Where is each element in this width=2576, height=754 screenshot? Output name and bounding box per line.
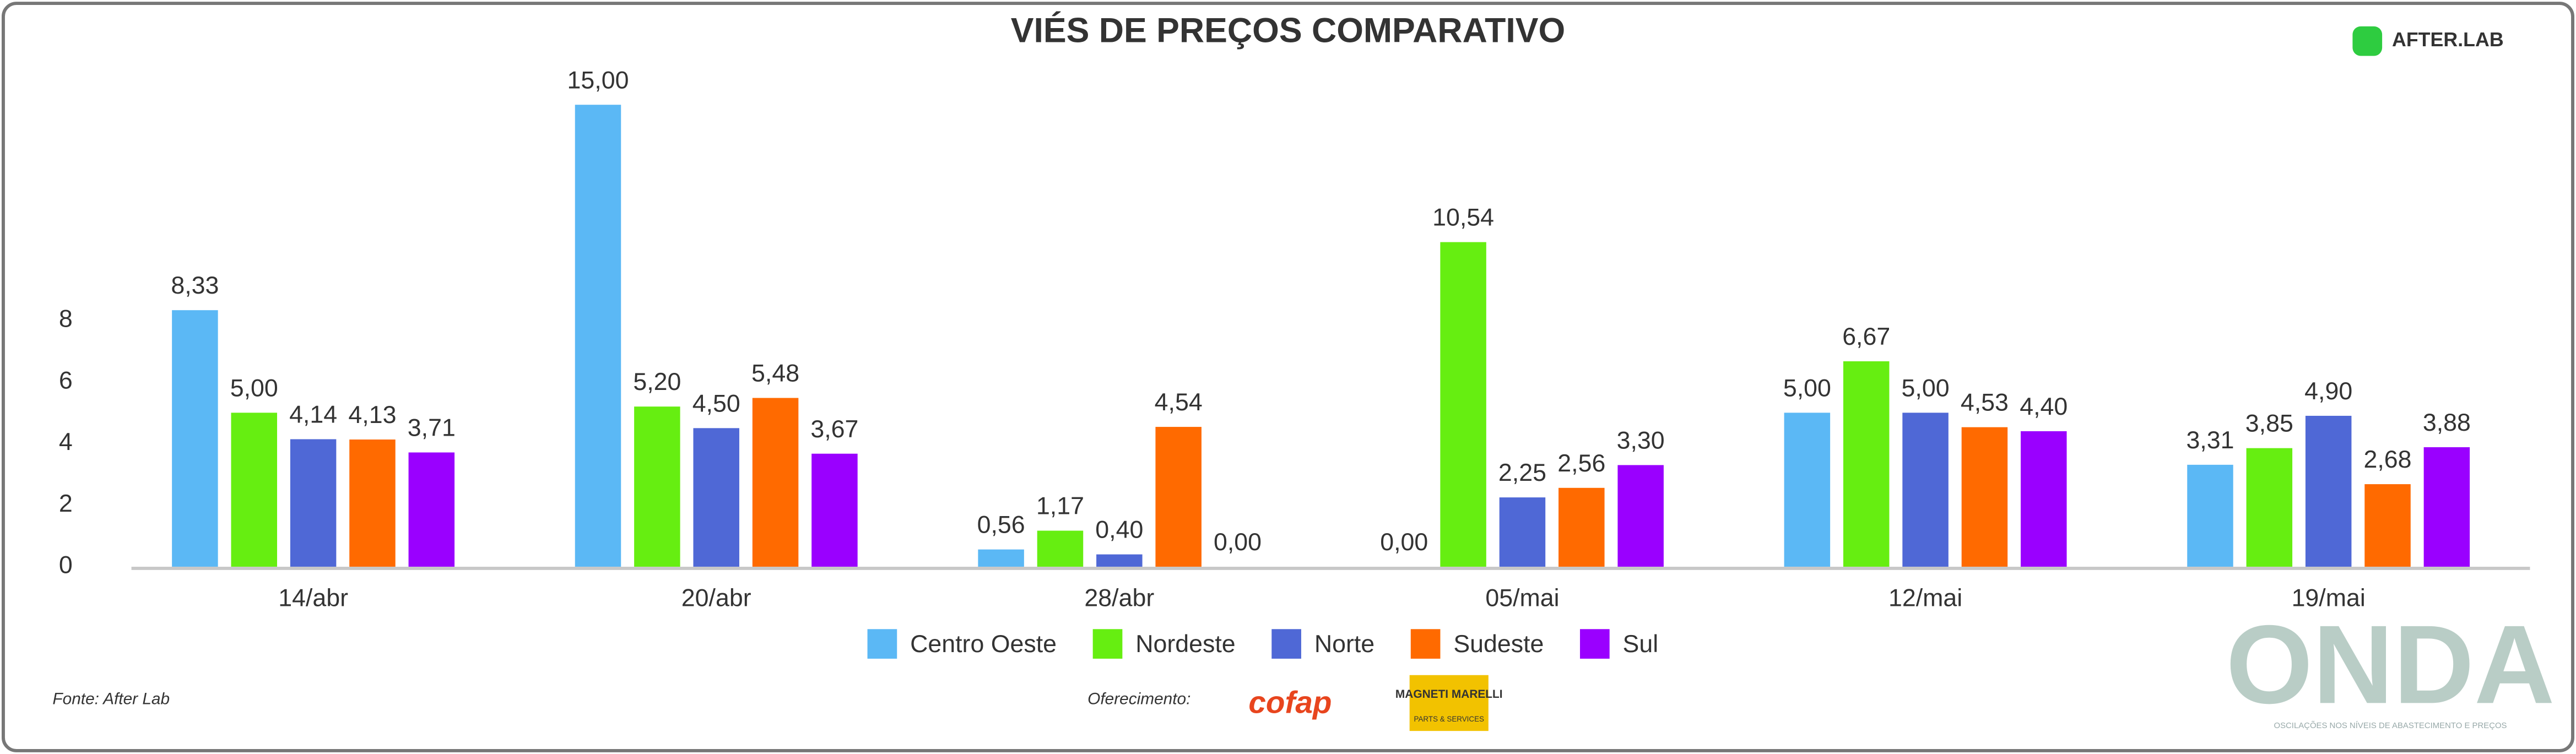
value-label: 3,85 (2245, 410, 2293, 437)
value-label: 3,88 (2423, 409, 2471, 436)
sponsor-label: Oferecimento: (1087, 690, 1190, 708)
bar (290, 439, 337, 567)
y-tick-label: 4 (59, 428, 73, 455)
value-label: 0,56 (977, 512, 1025, 539)
bar (172, 310, 218, 567)
bar (978, 549, 1024, 567)
bar (1155, 427, 1202, 567)
bar (1902, 413, 1949, 567)
source: Fonte: After Lab (52, 690, 170, 708)
logo: AFTER.LAB (2392, 29, 2504, 51)
value-label: 0,00 (1214, 529, 1262, 556)
value-label: 6,67 (1842, 323, 1890, 350)
value-label: 5,00 (1902, 375, 1950, 402)
value-label: 4,53 (1961, 389, 2009, 416)
value-label: 10,54 (1432, 204, 1494, 231)
value-label: 4,14 (289, 402, 337, 428)
y-tick-label: 0 (59, 552, 73, 579)
bar (2187, 464, 2233, 567)
value-label: 4,54 (1155, 389, 1203, 416)
value-label: 15,00 (567, 67, 629, 94)
bar (752, 398, 799, 567)
value-label: 2,56 (1557, 450, 1605, 477)
x-tick-label: 05/mai (1485, 584, 1559, 611)
value-label: 5,00 (230, 375, 278, 402)
x-tick-label: 12/mai (1888, 584, 1962, 611)
bar (349, 440, 396, 567)
bar (1843, 361, 1890, 567)
bar (693, 428, 739, 567)
value-label: 2,68 (2364, 446, 2412, 473)
legend-swatch (1410, 629, 1441, 659)
y-tick-label: 8 (59, 305, 73, 332)
value-label: 5,20 (633, 368, 681, 395)
sponsor-marelli: MAGNETI MARELLI (1395, 688, 1503, 701)
legend-label: Sudeste (1453, 631, 1544, 658)
value-label: 1,17 (1036, 493, 1084, 520)
bar (1499, 497, 1546, 567)
bar (408, 452, 455, 567)
value-label: 3,30 (1617, 427, 1665, 454)
value-label: 4,90 (2304, 378, 2352, 405)
logo-icon (2352, 26, 2383, 56)
value-label: 8,33 (171, 272, 219, 299)
x-tick-label: 19/mai (2292, 584, 2366, 611)
legend-label: Centro Oeste (910, 631, 1057, 658)
value-label: 0,40 (1095, 517, 1143, 544)
legend-label: Sul (1623, 631, 1659, 658)
bar (634, 406, 680, 567)
value-label: 4,50 (692, 390, 740, 417)
bar (2246, 448, 2293, 567)
value-label: 3,31 (2186, 427, 2234, 454)
x-tick-label: 20/abr (681, 584, 751, 611)
bar (1558, 487, 1605, 567)
sponsor-cofap: cofap (1248, 685, 1332, 720)
bar (2021, 431, 2067, 567)
bar (2364, 484, 2411, 567)
x-tick-label: 28/abr (1084, 584, 1154, 611)
bar (231, 413, 277, 567)
value-label: 3,71 (408, 415, 456, 442)
bar (2305, 415, 2352, 567)
bar (1440, 242, 1486, 567)
bar (1961, 427, 2008, 567)
value-label: 2,25 (1498, 459, 1546, 486)
value-label: 0,00 (1380, 529, 1428, 556)
legend-label: Nordeste (1135, 631, 1235, 658)
bar (2423, 447, 2470, 567)
legend-swatch (1271, 629, 1301, 659)
x-tick-label: 14/abr (278, 584, 348, 611)
legend-swatch (1580, 629, 1610, 659)
value-label: 5,48 (751, 360, 799, 387)
bar (811, 453, 858, 567)
bar (1784, 413, 1831, 567)
sponsor-badge (1409, 675, 1489, 731)
value-label: 4,40 (2020, 393, 2068, 420)
bar (575, 105, 621, 567)
y-tick-label: 6 (59, 367, 73, 394)
legend-label: Norte (1314, 631, 1374, 658)
value-label: 4,13 (348, 402, 396, 428)
value-label: 5,00 (1783, 375, 1831, 402)
chart-title: VIÉS DE PREÇOS COMPARATIVO (1011, 11, 1566, 50)
bar (1096, 554, 1143, 567)
legend-swatch (867, 629, 897, 659)
y-tick-label: 2 (59, 490, 73, 517)
bar (1037, 530, 1084, 567)
value-label: 3,67 (810, 416, 858, 443)
legend-swatch (1092, 629, 1123, 659)
brand-sub: OSCILAÇÕES NOS NÍVEIS DE ABASTECIMENTO E… (2274, 721, 2507, 730)
sponsor-marelli-sub: PARTS & SERVICES (1414, 715, 1484, 723)
brand: ONDA (2226, 601, 2555, 726)
bar (1617, 465, 1664, 567)
